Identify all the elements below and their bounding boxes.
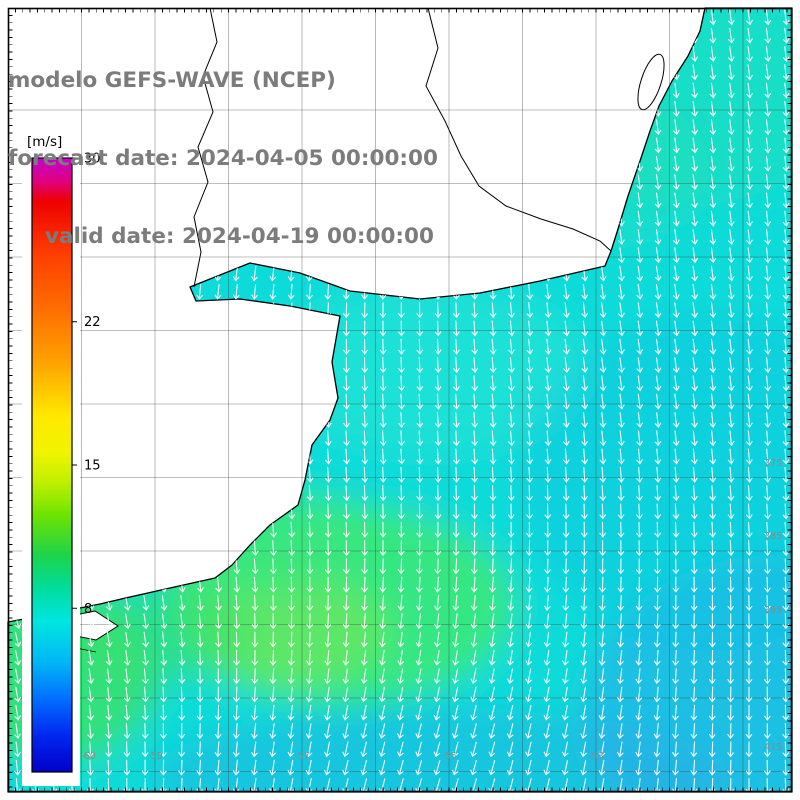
- coastal-lagoon: [637, 53, 665, 111]
- lat-label: 395: [764, 605, 782, 616]
- lat-label: 385: [764, 531, 782, 542]
- country-border: [193, 7, 218, 288]
- colorbar-unit-label: [m/s]: [27, 134, 62, 150]
- lon-label: -55: [441, 751, 457, 762]
- axis-labels: 375 385 395 415 -60 -59 -57 -55 -53: [80, 458, 782, 762]
- lon-label: -57: [294, 751, 310, 762]
- lat-label: 415: [764, 742, 782, 753]
- colorbar: [m/s] 30 22 15 8: [22, 126, 101, 786]
- colorbar-tick-label: 30: [84, 152, 101, 167]
- colorbar-tick-label: 15: [84, 459, 101, 474]
- colorbar-tick-label: 22: [84, 315, 101, 330]
- lon-label: -53: [588, 751, 604, 762]
- lat-label: 375: [764, 458, 782, 469]
- lon-label: -59: [147, 751, 163, 762]
- colorbar-gradient: [31, 157, 73, 773]
- map-frame: [7, 7, 793, 793]
- coastline: [7, 7, 793, 793]
- colorbar-tick-label: 8: [84, 602, 92, 617]
- lon-label: -60: [80, 751, 96, 762]
- country-border: [425, 7, 612, 252]
